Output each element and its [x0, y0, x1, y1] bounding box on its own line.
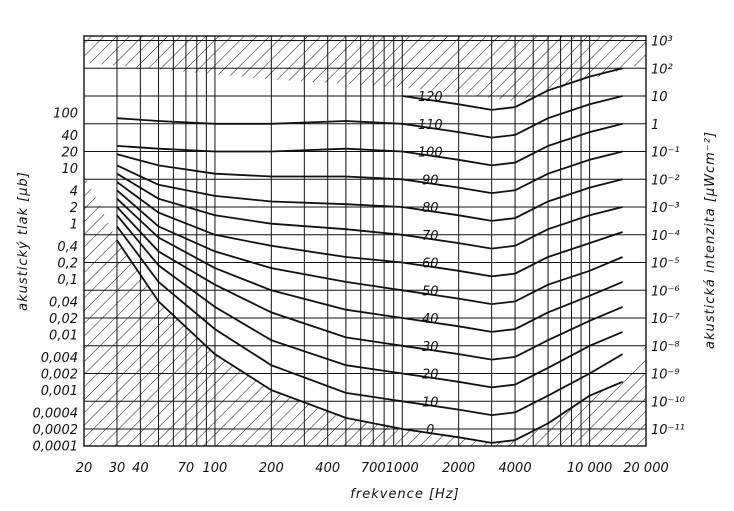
hatch-below-threshold: [84, 173, 646, 446]
right-tick-label: 1: [651, 118, 659, 133]
x-tick-label: 10 000: [567, 461, 613, 476]
loudness-curves: [116, 67, 624, 444]
x-tick-label: 1000: [386, 461, 419, 476]
x-tick-label: 200: [259, 461, 284, 476]
x-tick-label: 2000: [442, 461, 475, 476]
loudness-curve: [116, 172, 623, 250]
phon-label: 0: [426, 423, 434, 438]
right-tick-labels: 10³ 10² 10 1 10⁻¹ 10⁻² 10⁻³ 10⁻⁴ 10⁻⁵ 10⁻⁶ 10⁻⁷ 10⁻…: [651, 35, 686, 439]
left-tick-label: 0,0002: [33, 423, 79, 438]
y-axis-title-left: akustický tlak [µb]: [16, 171, 31, 311]
left-tick-label: 0,2: [57, 257, 78, 272]
left-tick-label: 20: [61, 146, 78, 161]
phon-label: 110: [418, 118, 443, 133]
right-tick-label: 10⁻¹⁰: [651, 395, 686, 410]
loudness-curve: [116, 189, 623, 306]
loudness-curve: [116, 206, 623, 361]
right-tick-label: 10⁻⁹: [651, 368, 680, 383]
loudness-curve: [116, 225, 624, 417]
left-tick-label: 2: [70, 201, 78, 216]
left-tick-label: 0,002: [41, 368, 78, 383]
phon-label: 80: [422, 201, 439, 216]
phon-label: 20: [422, 368, 439, 383]
left-tick-label: 40: [61, 129, 78, 144]
loudness-curve: [116, 214, 623, 389]
left-tick-label: 10: [61, 162, 78, 177]
x-tick-label: 700: [361, 461, 386, 476]
phon-label: 120: [418, 90, 443, 105]
phon-labels: 0 10 20 30 40 50 60 70 80 90 100 110 120: [418, 90, 443, 438]
right-tick-label: 10³: [651, 35, 673, 50]
phon-label: 30: [422, 340, 439, 355]
right-tick-label: 10⁻⁴: [651, 229, 680, 244]
hatch-above-pain-line: [84, 36, 646, 102]
x-tick-labels: 20 30 40 70 100 200 400 700 1000 2000 4000 10 000 20…: [76, 461, 669, 476]
right-tick-label: 10⁻⁸: [651, 340, 680, 355]
left-tick-label: 0,02: [49, 312, 78, 327]
left-tick-label: 0,0001: [33, 440, 79, 455]
x-tick-label: 70: [178, 461, 195, 476]
x-tick-label: 100: [203, 461, 228, 476]
loudness-curve: [116, 150, 623, 195]
loudness-curve: [116, 198, 623, 333]
x-tick-label: 20: [76, 461, 93, 476]
left-tick-label: 0,0004: [33, 406, 79, 421]
right-tick-label: 10⁻¹¹: [651, 423, 685, 438]
phon-label: 60: [422, 257, 439, 272]
left-tick-label: 0,001: [41, 384, 78, 399]
plot-frame: [83, 35, 647, 447]
left-tick-label: 1: [70, 218, 78, 233]
hatched-regions: [84, 36, 646, 446]
loudness-curve: [116, 95, 623, 139]
x-tick-label: 4000: [499, 461, 532, 476]
loudness-curve: [116, 239, 623, 444]
right-tick-label: 10⁻⁷: [651, 312, 680, 327]
phon-label: 70: [422, 229, 439, 244]
left-tick-label: 0,1: [57, 273, 78, 288]
right-tick-label: 10: [651, 90, 668, 105]
left-tick-label: 0,004: [41, 351, 78, 366]
left-tick-label: 0,4: [57, 240, 78, 255]
loudness-curve: [116, 164, 623, 222]
right-tick-label: 10⁻⁵: [651, 257, 680, 272]
left-tick-label: 100: [53, 107, 78, 122]
right-tick-label: 10⁻³: [651, 201, 680, 216]
x-tick-label: 30: [109, 461, 126, 476]
loudness-curve: [402, 67, 623, 111]
x-axis-title: frekvence [Hz]: [350, 487, 459, 502]
loudness-curve: [116, 181, 623, 278]
grid-lines: [84, 36, 646, 446]
loudness-curve: [116, 122, 623, 167]
phon-label: 50: [422, 284, 439, 299]
right-tick-label: 10²: [651, 62, 673, 77]
right-tick-label: 10⁻¹: [651, 146, 680, 161]
left-tick-label: 0,04: [49, 295, 78, 310]
x-tick-label: 400: [315, 461, 340, 476]
left-tick-label: 4: [70, 184, 78, 199]
phon-label: 100: [418, 146, 443, 161]
x-tick-label: 20 000: [623, 461, 669, 476]
right-tick-label: 10⁻²: [651, 173, 680, 188]
left-tick-label: 0,01: [49, 329, 78, 344]
y-axis-title-right: akustická intenzita [µWcm⁻²]: [703, 131, 718, 349]
right-tick-label: 10⁻⁶: [651, 284, 680, 299]
phon-label: 40: [422, 312, 439, 327]
phon-label: 10: [422, 395, 439, 410]
phon-label: 90: [422, 173, 439, 188]
x-tick-label: 40: [132, 461, 149, 476]
